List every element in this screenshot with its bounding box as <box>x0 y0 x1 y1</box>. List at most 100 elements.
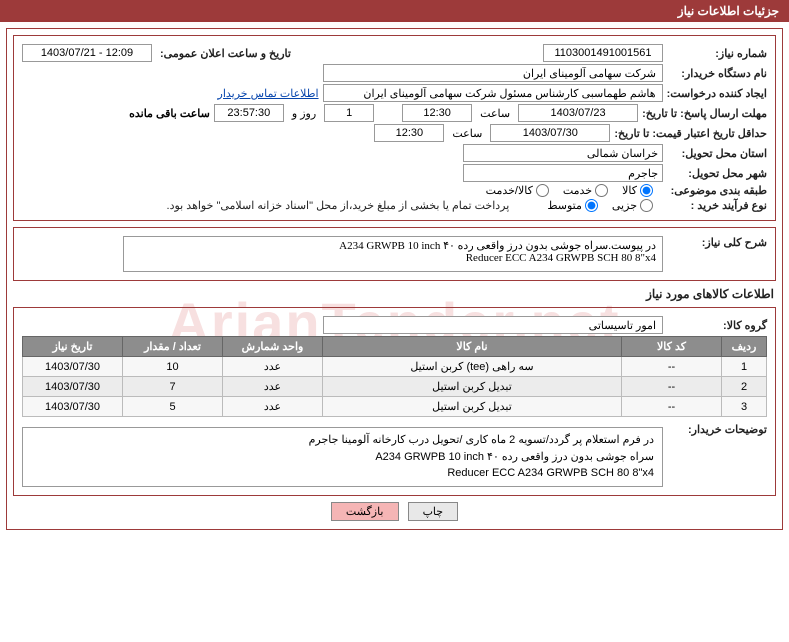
cell-qty: 5 <box>123 397 223 417</box>
cell-n: 3 <box>722 397 767 417</box>
radio-medium[interactable]: متوسط <box>547 199 598 212</box>
items-tbody: 1 -- سه راهی (tee) کربن استیل عدد 10 140… <box>23 357 767 417</box>
row-city: شهر محل تحویل: <box>22 164 767 182</box>
requester-input <box>323 84 663 102</box>
cell-date: 1403/07/30 <box>23 397 123 417</box>
province-label: استان محل تحویل: <box>667 147 767 160</box>
cell-unit: عدد <box>223 377 323 397</box>
cell-date: 1403/07/30 <box>23 357 123 377</box>
table-row: 3 -- تبدیل کربن استیل عدد 5 1403/07/30 <box>23 397 767 417</box>
cell-unit: عدد <box>223 397 323 417</box>
radio-service[interactable]: خدمت <box>563 184 608 197</box>
th-unit: واحد شمارش <box>223 337 323 357</box>
page-title: جزئیات اطلاعات نیاز <box>678 4 779 18</box>
cell-name: تبدیل کربن استیل <box>323 397 622 417</box>
days-remaining-input <box>324 104 374 122</box>
items-section-title: اطلاعات کالاهای مورد نیاز <box>15 287 774 301</box>
row-need-no: شماره نیاز: تاریخ و ساعت اعلان عمومی: <box>22 44 767 62</box>
th-qty: تعداد / مقدار <box>123 337 223 357</box>
radio-goods-input[interactable] <box>640 184 653 197</box>
row-buyer-org: نام دستگاه خریدار: <box>22 64 767 82</box>
buyer-org-label: نام دستگاه خریدار: <box>667 67 767 80</box>
row-desc: شرح کلی نیاز: <box>22 236 767 272</box>
radio-medium-label: متوسط <box>547 199 582 212</box>
radio-small-label: جزیی <box>612 199 637 212</box>
time-remaining-input <box>214 104 284 122</box>
cell-qty: 7 <box>123 377 223 397</box>
radio-both[interactable]: کالا/خدمت <box>486 184 549 197</box>
requester-label: ایجاد کننده درخواست: <box>667 87 767 100</box>
remaining-label: ساعت باقی مانده <box>129 107 210 120</box>
cell-code: -- <box>622 377 722 397</box>
days-and-label: روز و <box>288 107 320 120</box>
deadline-time-input <box>402 104 472 122</box>
city-input <box>463 164 663 182</box>
desc-fieldset: شرح کلی نیاز: <box>13 227 776 281</box>
need-no-input <box>543 44 663 62</box>
contact-link[interactable]: اطلاعات تماس خریدار <box>218 87 319 100</box>
th-code: کد کالا <box>622 337 722 357</box>
validity-time-input <box>374 124 444 142</box>
time-label-2: ساعت <box>448 127 486 140</box>
radio-both-input[interactable] <box>536 184 549 197</box>
group-label: گروه کالا: <box>667 319 767 332</box>
radio-medium-input[interactable] <box>585 199 598 212</box>
radio-small-input[interactable] <box>640 199 653 212</box>
city-label: شهر محل تحویل: <box>667 167 767 180</box>
row-province: استان محل تحویل: <box>22 144 767 162</box>
cell-unit: عدد <box>223 357 323 377</box>
deadline-date-input <box>518 104 638 122</box>
cell-name: سه راهی (tee) کربن استیل <box>323 357 622 377</box>
table-row: 2 -- تبدیل کربن استیل عدد 7 1403/07/30 <box>23 377 767 397</box>
print-button[interactable]: چاپ <box>408 502 459 521</box>
th-row: ردیف <box>722 337 767 357</box>
items-table: ردیف کد کالا نام کالا واحد شمارش تعداد /… <box>22 336 767 417</box>
buyer-org-input <box>323 64 663 82</box>
row-group: گروه کالا: <box>22 316 767 334</box>
validity-date-input <box>490 124 610 142</box>
radio-small[interactable]: جزیی <box>612 199 653 212</box>
time-label-1: ساعت <box>476 107 514 120</box>
footer-buttons: چاپ بازگشت <box>13 502 776 521</box>
cell-n: 2 <box>722 377 767 397</box>
announce-label: تاریخ و ساعت اعلان عمومی: <box>156 47 295 60</box>
process-label: نوع فرآیند خرید : <box>667 199 767 212</box>
need-no-label: شماره نیاز: <box>667 47 767 60</box>
cell-code: -- <box>622 397 722 417</box>
row-buyer-note: توضیحات خریدار: در فرم استعلام پر گردد/ت… <box>22 423 767 487</box>
table-header-row: ردیف کد کالا نام کالا واحد شمارش تعداد /… <box>23 337 767 357</box>
buyer-note-box: در فرم استعلام پر گردد/تسویه 2 ماه کاری … <box>22 427 663 487</box>
row-deadline: مهلت ارسال پاسخ: تا تاریخ: ساعت روز و سا… <box>22 104 767 122</box>
cell-qty: 10 <box>123 357 223 377</box>
radio-service-input[interactable] <box>595 184 608 197</box>
table-row: 1 -- سه راهی (tee) کربن استیل عدد 10 140… <box>23 357 767 377</box>
radio-goods[interactable]: کالا <box>622 184 653 197</box>
deadline-label: مهلت ارسال پاسخ: تا تاریخ: <box>642 107 767 120</box>
province-input <box>463 144 663 162</box>
radio-service-label: خدمت <box>563 184 592 197</box>
main-frame: شماره نیاز: تاریخ و ساعت اعلان عمومی: نا… <box>6 28 783 530</box>
category-label: طبقه بندی موضوعی: <box>667 184 767 197</box>
validity-label: حداقل تاریخ اعتبار قیمت: تا تاریخ: <box>614 127 767 140</box>
th-name: نام کالا <box>323 337 622 357</box>
row-category: طبقه بندی موضوعی: کالا خدمت کالا/خدمت <box>22 184 767 197</box>
buyer-note-label: توضیحات خریدار: <box>667 423 767 436</box>
cell-name: تبدیل کربن استیل <box>323 377 622 397</box>
announce-input <box>22 44 152 62</box>
group-input <box>323 316 663 334</box>
cell-date: 1403/07/30 <box>23 377 123 397</box>
radio-both-label: کالا/خدمت <box>486 184 533 197</box>
cell-code: -- <box>622 357 722 377</box>
details-fieldset: شماره نیاز: تاریخ و ساعت اعلان عمومی: نا… <box>13 35 776 221</box>
page-header: جزئیات اطلاعات نیاز <box>0 0 789 22</box>
items-fieldset: گروه کالا: ردیف کد کالا نام کالا واحد شم… <box>13 307 776 496</box>
back-button[interactable]: بازگشت <box>331 502 399 521</box>
radio-goods-label: کالا <box>622 184 637 197</box>
row-process: نوع فرآیند خرید : جزیی متوسط پرداخت تمام… <box>22 199 767 212</box>
th-date: تاریخ نیاز <box>23 337 123 357</box>
row-requester: ایجاد کننده درخواست: اطلاعات تماس خریدار <box>22 84 767 102</box>
desc-textarea <box>123 236 663 272</box>
desc-label: شرح کلی نیاز: <box>667 236 767 249</box>
row-validity: حداقل تاریخ اعتبار قیمت: تا تاریخ: ساعت <box>22 124 767 142</box>
payment-note: پرداخت تمام یا بخشی از مبلغ خرید،از محل … <box>167 199 510 212</box>
